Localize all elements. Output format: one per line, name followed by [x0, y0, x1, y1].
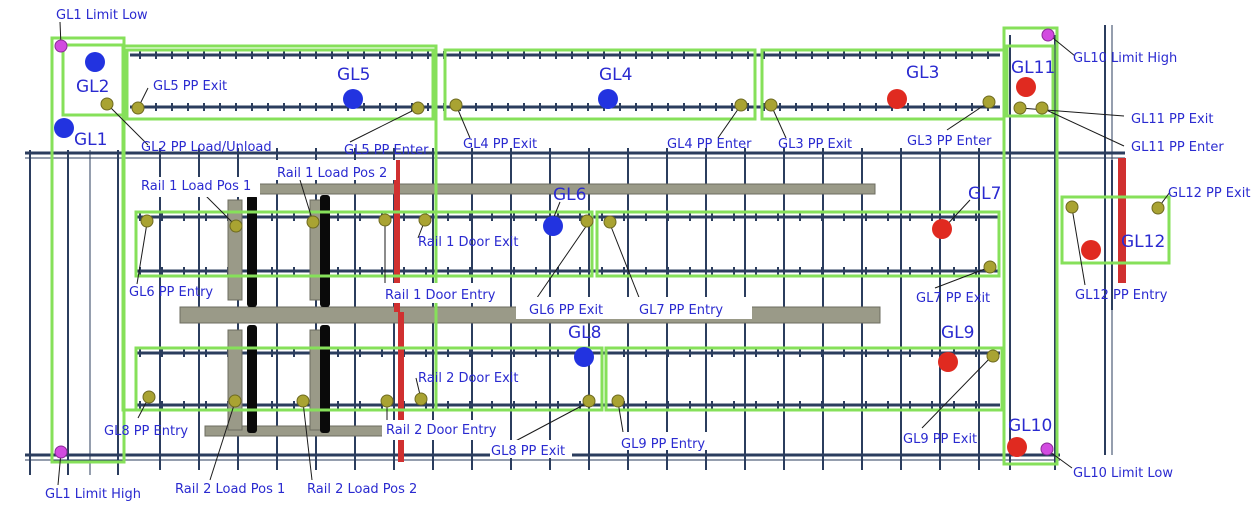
pp-points	[100, 95, 1165, 408]
label-gl9-pp-entry: GL9 PP Entry	[621, 437, 705, 452]
gl10-sensor	[1007, 437, 1027, 457]
label-gl12-pp-exit: GL12 PP Exit	[1168, 186, 1250, 201]
rail-ties	[139, 51, 989, 470]
zone-gl8-outline	[134, 346, 604, 412]
label-gl1-limit-low: GL1 Limit Low	[56, 8, 148, 23]
gl9-sensor	[938, 352, 958, 372]
label-gl10-limit-low: GL10 Limit Low	[1073, 466, 1173, 481]
zone-label-gl9: GL9	[941, 323, 974, 343]
zone-label-gl4: GL4	[599, 65, 632, 85]
gl3-sensor	[887, 89, 907, 109]
zone-gl4-outline	[443, 48, 757, 121]
gl7-sensor	[932, 219, 952, 239]
zone-gl10-outline	[1002, 26, 1059, 466]
label-gl11-pp-exit: GL11 PP Exit	[1131, 112, 1213, 127]
zone-gl9-outline	[604, 346, 1004, 412]
zone-label-gl10: GL10	[1008, 416, 1052, 436]
label-gl10-limit-high: GL10 Limit High	[1073, 51, 1177, 66]
gl10-limit-low-marker	[1040, 442, 1054, 456]
zone-gl5-outline	[125, 48, 435, 121]
label-gl7-pp-exit: GL7 PP Exit	[916, 291, 990, 306]
gl4-sensor	[598, 89, 618, 109]
gl6-sensor	[543, 216, 563, 236]
zone-label-gl3: GL3	[906, 63, 939, 83]
label-rail1-load-pos1: Rail 1 Load Pos 1	[141, 179, 251, 194]
gl12-sensor	[1081, 240, 1101, 260]
label-gl6-pp-entry: GL6 PP Entry	[129, 285, 213, 300]
zone-outlines	[50, 26, 1171, 466]
load-bars	[247, 195, 330, 433]
label-rail1-door-exit: Rail 1 Door Exit	[418, 235, 518, 250]
label-gl4-pp-enter: GL4 PP Enter	[667, 137, 752, 152]
label-gl6-pp-exit: GL6 PP Exit	[529, 303, 603, 318]
label-gl9-pp-exit: GL9 PP Exit	[903, 432, 977, 447]
label-gl5-pp-exit: GL5 PP Exit	[153, 79, 227, 94]
zone-label-gl7: GL7	[968, 184, 1001, 204]
label-gl7-pp-entry: GL7 PP Entry	[639, 303, 723, 318]
label-gl8-pp-entry: GL8 PP Entry	[104, 424, 188, 439]
label-gl5-pp-enter: GL5 PP Enter	[344, 143, 429, 158]
label-gl2-pp: GL2 PP Load/Unload	[141, 140, 272, 155]
zone-gl6-outline	[134, 210, 594, 278]
gl2-sensor	[85, 52, 105, 72]
label-gl3-pp-enter: GL3 PP Enter	[907, 134, 992, 149]
label-rail2-door-exit: Rail 2 Door Exit	[418, 371, 518, 386]
gl1-limit-low-marker	[54, 39, 68, 53]
zone-sensors	[54, 52, 1101, 457]
zone-label-gl12: GL12	[1121, 232, 1165, 252]
zone-labels: GL1 GL2 GL3 GL4 GL5 GL6 GL7 GL8 GL9 GL10…	[74, 58, 1165, 436]
label-backgrounds	[138, 160, 752, 458]
point-labels: GL1 Limit Low GL1 Limit High GL10 Limit …	[45, 8, 1250, 502]
label-gl1-limit-high: GL1 Limit High	[45, 487, 141, 502]
label-rail2-load-pos2: Rail 2 Load Pos 2	[307, 482, 417, 497]
door-bars	[394, 158, 1126, 462]
zone-label-gl2: GL2	[76, 77, 109, 97]
label-gl11-pp-enter: GL11 PP Enter	[1131, 140, 1224, 155]
limit-markers	[54, 28, 1055, 459]
label-gl3-pp-exit: GL3 PP Exit	[778, 137, 852, 152]
label-gl8-pp-exit: GL8 PP Exit	[491, 444, 565, 459]
zone-gl11-outline	[1005, 44, 1055, 118]
gl11-sensor	[1016, 77, 1036, 97]
zone-label-gl11: GL11	[1011, 58, 1055, 78]
zone-label-gl6: GL6	[553, 185, 586, 205]
label-rail1-door-entry: Rail 1 Door Entry	[385, 288, 496, 303]
track-structure	[25, 25, 1125, 475]
label-rail2-door-entry: Rail 2 Door Entry	[386, 423, 497, 438]
zone-gl12-outline	[1060, 195, 1171, 265]
zone-gl3-outline	[760, 48, 1006, 121]
zone-gl7-outline	[595, 210, 1001, 278]
gl5-sensor	[343, 89, 363, 109]
gl1-sensor	[54, 118, 74, 138]
zone-label-gl5: GL5	[337, 65, 370, 85]
zone-label-gl1: GL1	[74, 130, 107, 150]
label-gl12-pp-entry: GL12 PP Entry	[1075, 288, 1168, 303]
label-gl4-pp-exit: GL4 PP Exit	[463, 137, 537, 152]
label-rail2-load-pos1: Rail 2 Load Pos 1	[175, 482, 285, 497]
gl10-limit-high-marker	[1041, 28, 1055, 42]
label-rail1-load-pos2: Rail 1 Load Pos 2	[277, 166, 387, 181]
zone-label-gl8: GL8	[568, 323, 601, 343]
zone-gl-transfer-outline	[121, 44, 438, 412]
gl1-limit-high-marker	[54, 445, 68, 459]
gl8-sensor	[574, 347, 594, 367]
